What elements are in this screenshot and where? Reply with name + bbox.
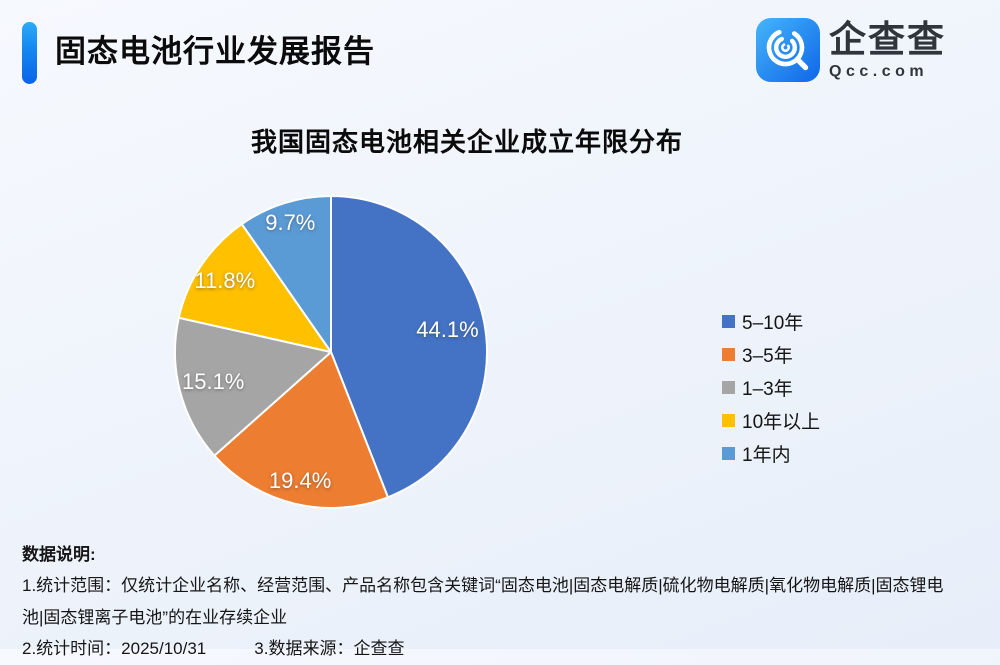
- legend-swatch-4: [722, 447, 735, 460]
- legend-label-0: 5–10年: [742, 313, 804, 334]
- pie-slice-0: [330, 195, 489, 499]
- qcc-logo-name: 企查查: [829, 18, 946, 60]
- notes-scope: 1.统计范围：仅统计企业名称、经营范围、产品名称包含关键词“固态电池|固态电解质…: [22, 576, 944, 627]
- chart-title: 我国固态电池相关企业成立年限分布: [250, 127, 684, 157]
- legend-label-1: 3–5年: [742, 346, 793, 367]
- slice-label-1: 19.4%: [268, 467, 332, 493]
- slice-label-2: 15.1%: [181, 369, 245, 395]
- legend-item-3: 10年以上: [722, 404, 820, 437]
- data-notes: 数据说明: 1.统计范围：仅统计企业名称、经营范围、产品名称包含关键词“固态电池…: [22, 540, 962, 665]
- legend-swatch-0: [722, 315, 735, 328]
- pie-slice-4: [240, 195, 332, 353]
- pie-slice-1: [213, 351, 389, 509]
- legend-item-4: 1年内: [722, 437, 820, 470]
- legend-label-3: 10年以上: [742, 412, 821, 433]
- slice-label-3: 11.8%: [194, 267, 256, 293]
- legend-item-0: 5–10年: [722, 305, 820, 338]
- legend-swatch-3: [722, 414, 735, 427]
- qcc-logo-icon: [756, 18, 820, 82]
- pie-chart: 44.1% 19.4% 15.1% 11.8% 9.7%: [151, 172, 511, 532]
- pie-slice-3: [177, 223, 332, 353]
- legend-swatch-1: [722, 348, 735, 361]
- notes-heading: 数据说明:: [22, 545, 96, 564]
- pie-slice-2: [174, 316, 332, 457]
- legend-label-2: 1–3年: [742, 379, 793, 400]
- slice-label-0: 44.1%: [416, 317, 479, 342]
- legend-item-2: 1–3年: [722, 371, 820, 404]
- legend-item-1: 3–5年: [722, 338, 820, 371]
- title-accent-bar: [22, 22, 37, 84]
- legend-swatch-2: [722, 381, 735, 394]
- slice-label-4: 9.7%: [265, 209, 316, 235]
- pie-svg: [174, 195, 489, 509]
- qcc-logo: 企查查 Qcc.com: [756, 18, 946, 82]
- qcc-logo-text: 企查查 Qcc.com: [829, 18, 946, 81]
- legend: 5–10年 3–5年 1–3年 10年以上 1年内: [722, 305, 820, 470]
- page-title: 固态电池行业发展报告: [55, 34, 375, 69]
- qcc-logo-domain: Qcc.com: [829, 62, 929, 80]
- legend-label-4: 1年内: [742, 445, 791, 466]
